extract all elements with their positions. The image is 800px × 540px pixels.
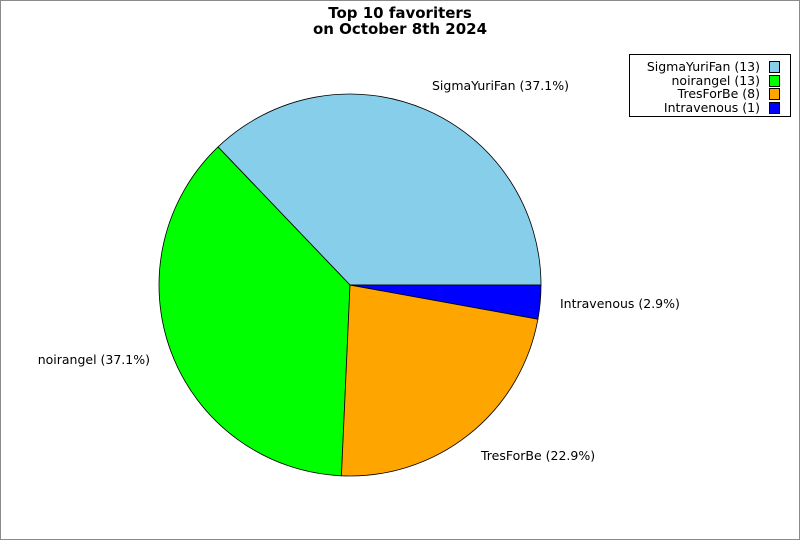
pie-slice-intravenous (349, 284, 542, 320)
chart-title-line-1: Top 10 favoriters (328, 4, 472, 22)
chart-legend: SigmaYuriFan (13) noirangel (13) TresForBe… (629, 54, 791, 117)
legend-swatch (769, 88, 780, 100)
legend-label: TresForBe (8) (677, 86, 760, 101)
legend-item-noirangel: noirangel (13) (630, 74, 790, 87)
slice-label-intravenous: Intravenous (2.9%) (560, 296, 680, 311)
slice-label-sigmayurifan: SigmaYuriFan (37.1%) (432, 78, 569, 93)
legend-swatch (769, 101, 780, 114)
pie-slice-noirangel (158, 146, 351, 477)
pie-slice-tresforbe (341, 284, 539, 477)
legend-item-intravenous: Intravenous (1) (630, 101, 790, 114)
legend-swatch (769, 74, 780, 87)
legend-label: SigmaYuriFan (13) (646, 59, 760, 74)
legend-label: noirangel (13) (671, 72, 761, 88)
pie-slice-sigmayurifan (217, 93, 542, 286)
legend-item-tresforbe: TresForBe (8) (630, 87, 790, 100)
legend-label: Intravenous (1) (663, 99, 760, 115)
legend-swatch (769, 61, 780, 73)
slice-label-noirangel: noirangel (37.1%) (38, 352, 150, 367)
chart-title-line-2: on October 8th 2024 (312, 20, 488, 38)
slice-label-tresforbe: TresForBe (22.9%) (480, 448, 595, 463)
legend-item-sigmayurifan: SigmaYuriFan (13) (630, 60, 790, 73)
chart-title: Top 10 favoriters on October 8th 2024 (0, 5, 800, 37)
